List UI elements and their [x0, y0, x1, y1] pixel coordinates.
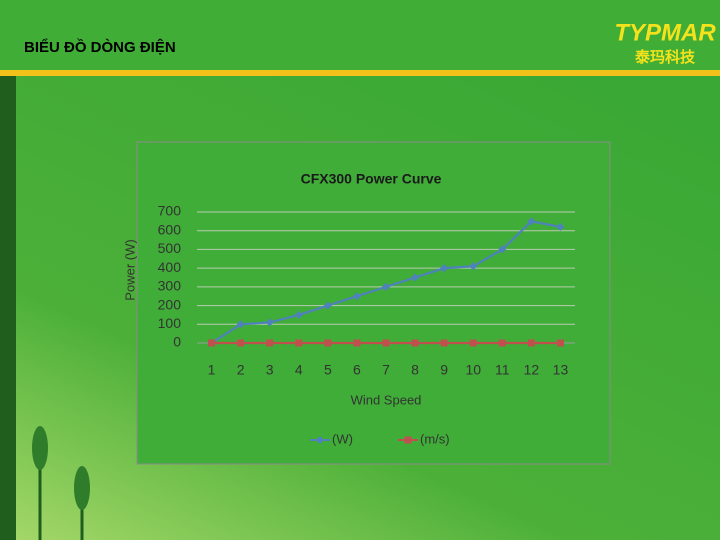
x-tick-label: 12 — [524, 362, 540, 378]
y-tick-label: 400 — [158, 259, 182, 275]
legend-marker — [316, 436, 324, 444]
x-tick-label: 1 — [208, 362, 216, 378]
logo: TYPMAR — [614, 19, 716, 46]
y-tick-label: 600 — [158, 221, 182, 237]
data-point — [527, 217, 536, 226]
data-point — [556, 222, 565, 231]
windmill-decoration — [32, 426, 90, 540]
data-point — [353, 339, 361, 347]
data-point — [411, 273, 420, 282]
x-tick-label: 10 — [465, 362, 481, 378]
logo-subtitle: 泰玛科技 — [634, 48, 696, 66]
data-point — [352, 292, 361, 301]
data-point — [295, 339, 303, 347]
data-point — [382, 282, 390, 291]
y-axis-label: Power (W) — [122, 239, 137, 300]
chart-area — [136, 141, 611, 465]
y-tick-label: 0 — [173, 334, 181, 350]
legend-marker — [404, 436, 412, 444]
data-point — [411, 339, 419, 347]
legend-label: (W) — [332, 431, 353, 446]
x-tick-label: 7 — [382, 362, 390, 378]
data-point — [440, 264, 449, 273]
slide-title: BIỂU ĐỒ DÒNG ĐIỆN — [24, 38, 176, 56]
data-point — [265, 318, 274, 327]
data-point — [498, 245, 507, 254]
chart-title: CFX300 Power Curve — [301, 171, 442, 187]
y-tick-label: 100 — [158, 315, 182, 331]
data-point — [498, 339, 506, 347]
data-point — [237, 339, 245, 347]
data-point — [324, 339, 332, 347]
data-point — [266, 339, 274, 347]
x-tick-label: 2 — [237, 362, 245, 378]
header-rule — [0, 70, 720, 76]
y-tick-label: 500 — [158, 240, 182, 256]
data-point — [294, 310, 303, 319]
x-axis-label: Wind Speed — [351, 392, 422, 407]
x-tick-label: 9 — [440, 362, 448, 378]
header-band — [0, 0, 720, 70]
y-tick-label: 700 — [158, 203, 182, 219]
data-point — [469, 262, 478, 271]
data-point — [323, 301, 332, 310]
x-tick-label: 3 — [266, 362, 274, 378]
legend-label: (m/s) — [420, 431, 450, 446]
y-tick-label: 200 — [158, 296, 182, 312]
data-point — [440, 339, 448, 347]
x-tick-label: 11 — [495, 362, 510, 378]
data-point — [469, 339, 477, 347]
x-tick-label: 4 — [295, 362, 303, 378]
side-bar — [0, 76, 16, 540]
data-point — [236, 320, 245, 329]
x-tick-label: 8 — [411, 362, 419, 378]
data-point — [556, 339, 564, 347]
data-point — [527, 339, 535, 347]
data-point — [382, 339, 390, 347]
data-point — [208, 339, 216, 347]
x-tick-label: 6 — [353, 362, 361, 378]
x-tick-label: 5 — [324, 362, 332, 378]
y-tick-label: 300 — [158, 278, 182, 294]
x-tick-label: 13 — [553, 362, 569, 378]
